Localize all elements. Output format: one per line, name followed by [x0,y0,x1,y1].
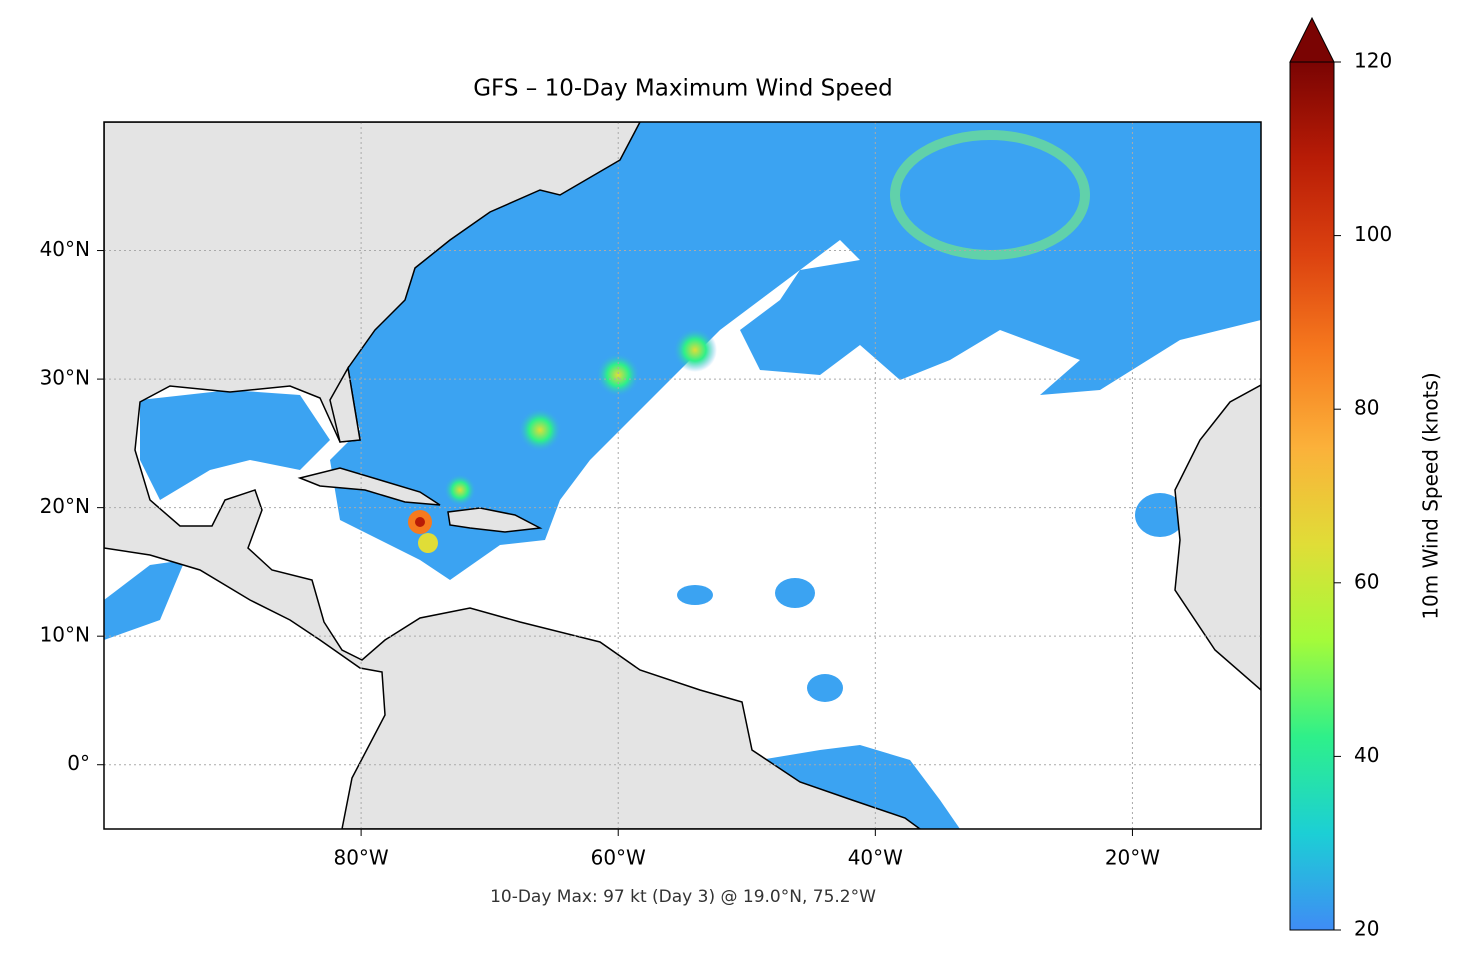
land-florida [329,365,361,443]
storm [444,474,476,506]
chart-title: GFS – 10-Day Maximum Wind Speed [473,76,893,102]
plot-frame [103,121,1262,830]
wind-field [1135,493,1185,537]
wind-field [140,390,330,500]
colorbar-tick-label: 100 [1354,222,1392,246]
y-tick-label: 0° [67,751,90,775]
storm [418,533,438,553]
colorbar-tick-label: 60 [1354,569,1379,593]
storm [596,353,640,397]
y-tick-label: 20°N [40,494,90,518]
colorbar-tick-label: 20 [1354,917,1379,941]
colorbar-tick-label: 40 [1354,743,1379,767]
x-tick-label: 60°W [591,846,646,870]
storm [518,408,562,452]
y-tick-label: 30°N [40,366,90,390]
wind-field [807,674,843,702]
wind-field [330,122,1261,580]
land-americas [104,122,922,829]
map-area [104,122,1261,829]
annotation: 10-Day Max: 97 kt (Day 3) @ 19.0°N, 75.2… [490,887,876,907]
wind-field [760,745,960,829]
y-tick-label: 40°N [40,237,90,261]
colorbar-tick-label: 120 [1354,49,1392,73]
x-tick-label: 80°W [333,846,388,870]
storm [415,517,425,527]
wind-field [775,578,815,608]
land-africa [1174,384,1261,691]
colorbar-label: 10m Wind Speed (knots) [1419,372,1443,619]
x-tick-label: 40°W [848,846,903,870]
colorbar [1289,61,1335,931]
y-tick-label: 10°N [40,623,90,647]
wind-field [104,560,185,640]
land-hispaniola [447,507,543,533]
x-tick-label: 20°W [1105,846,1160,870]
colorbar-extend [1289,16,1335,63]
wind-swirl [890,130,1090,260]
land-cuba [297,467,441,506]
wind-field [677,585,713,605]
colorbar-tick-label: 80 [1354,396,1379,420]
storm [673,328,717,372]
